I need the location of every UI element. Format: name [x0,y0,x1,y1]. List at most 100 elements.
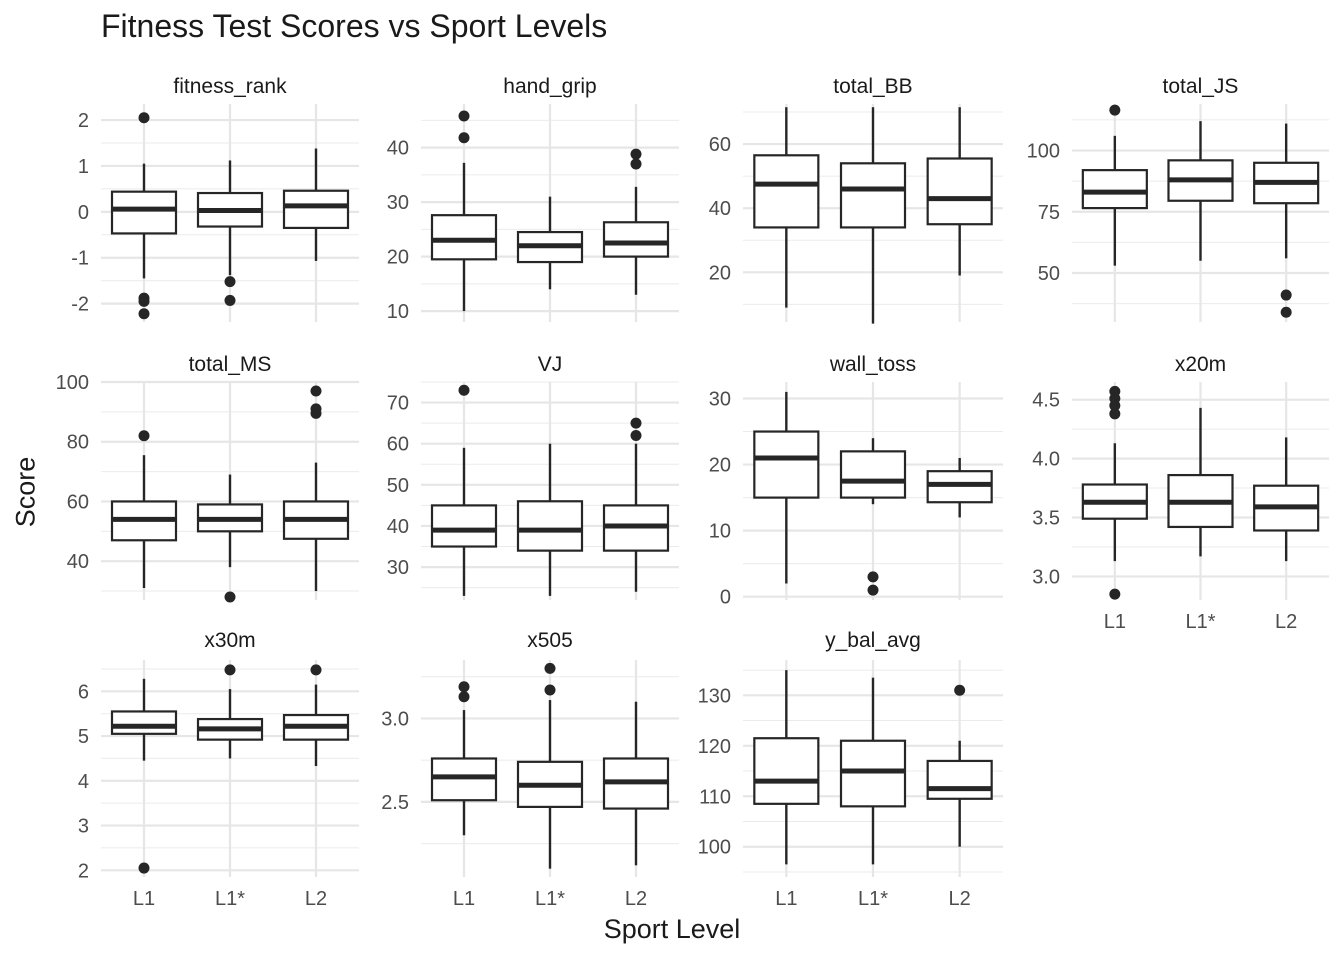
outlier-point [867,584,879,596]
y-tick-label: 30 [387,192,409,214]
outlier-point [458,691,470,703]
y-tick-label: 70 [387,393,409,415]
box-hand-grip-l2 [602,148,670,295]
y-tick-label: 50 [1038,263,1060,285]
y-tick-label: 40 [387,138,409,160]
panel-total-bb: 20 40 60 total_BB [709,75,1003,324]
outlier-point [138,862,150,874]
outlier-point [630,158,642,170]
facet-title: x505 [527,629,573,652]
outlier-point [1109,408,1121,420]
outlier-point [138,295,150,307]
outlier-point [458,384,470,396]
box-iqr [430,214,498,261]
facet-title: wall_toss [829,353,916,376]
box-iqr [430,504,498,548]
outlier-point [1109,588,1121,600]
box-x30m-l1 [196,664,264,759]
box-iqr [430,757,498,802]
y-tick-label: 40 [387,516,409,538]
x-tick-label: L1 [775,888,797,910]
box-iqr [516,500,584,552]
box-total-bb-l1 [839,107,907,324]
outlier-point [224,276,236,288]
y-tick-label: 40 [709,198,731,220]
box-total-bb-l2 [926,107,993,276]
outlier-point [544,684,556,696]
box-iqr [926,157,993,226]
box-iqr [753,154,820,229]
box-fitness-rank-l2 [282,148,350,261]
y-tick-label: 10 [709,521,731,543]
y-tick-label: 60 [387,434,409,456]
box-x20m-l1 [1167,407,1234,557]
box-x30m-l1 [110,678,178,874]
y-tick-label: 110 [699,786,731,808]
outlier-point [1280,306,1292,318]
outlier-point [310,385,322,397]
panel-total-js: 50 75 100 total_JS [1027,75,1329,322]
box-total-ms-l1 [196,474,264,603]
chart-title: Fitness Test Scores vs Sport Levels [101,8,608,44]
y-tick-label: 100 [698,837,731,859]
y-tick-label: 30 [709,389,731,411]
box-iqr [753,430,820,499]
x-tick-label: L1* [858,888,888,910]
facet-title: total_BB [833,75,912,98]
y-tick-label: 30 [387,557,409,579]
facet-title: x20m [1175,353,1226,376]
panel-fitness-rank: -2 -1 0 1 2 fitness_rank [71,75,359,322]
x-tick-label: L2 [949,888,971,910]
box-iqr [602,221,670,258]
y-tick-label: 50 [387,475,409,497]
box-y-bal-avg-l1 [839,677,907,865]
facet-title: x30m [204,629,255,652]
y-tick-label: 4.5 [1032,390,1060,412]
facet-title: VJ [538,353,563,376]
outlier-point [954,684,966,696]
x-tick-label: L1* [215,888,245,910]
box-hand-grip-l1 [516,196,584,290]
outlier-point [544,662,556,674]
box-vj-l1 [516,443,584,596]
panel-x505: 2.5 3.0 x505 L1 L1* L2 [381,629,679,910]
outlier-point [310,407,322,419]
box-x30m-l2 [282,664,350,767]
y-tick-label: 20 [709,455,731,477]
outlier-point [630,148,642,160]
x-tick-label: L1 [1104,611,1126,633]
y-tick-label: 3.0 [1032,566,1060,588]
outlier-point [1280,289,1292,301]
box-total-bb-l1 [753,107,820,308]
outlier-point [458,681,470,693]
panel-x20m: 3.0 3.5 4.0 4.5 x20m L1 L1* L2 [1032,353,1329,633]
y-tick-label: 75 [1038,202,1060,224]
y-tick-label: 0 [720,587,731,609]
x-tick-label: L1* [1185,611,1215,633]
box-iqr [839,450,907,499]
x-tick-label: L2 [625,888,647,910]
y-tick-label: 2.5 [381,792,409,814]
y-tick-label: 120 [698,736,731,758]
box-iqr [839,162,907,229]
outlier-point [867,571,879,583]
box-wall-toss-l1 [839,438,907,596]
outlier-point [1109,400,1121,412]
x-tick-label: L1 [453,888,475,910]
y-tick-label: 20 [387,247,409,269]
x-tick-label: L1 [133,888,155,910]
outlier-point [138,308,150,320]
x-axis-title: Sport Level [603,914,741,944]
box-wall-toss-l2 [926,457,993,518]
y-tick-label: 6 [78,681,89,703]
y-tick-label: 130 [698,685,731,707]
box-iqr [110,710,178,735]
panel-hand-grip: 10 20 30 40 hand_grip [387,75,679,323]
outlier-point [458,132,470,144]
outlier-point [138,112,150,124]
x-tick-label: L1* [535,888,565,910]
y-tick-label: 3.5 [1032,508,1060,530]
y-tick-label: 20 [709,262,731,284]
box-x505-l1 [516,662,584,869]
